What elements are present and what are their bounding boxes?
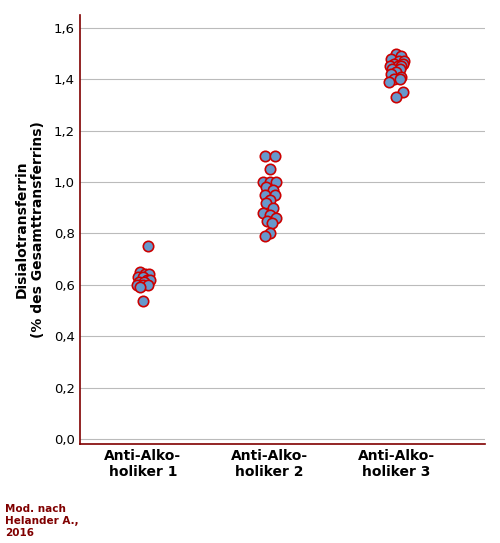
Point (400, 57, 408, 66)
Point (140, 278, 148, 287)
Point (392, 49, 400, 58)
Point (398, 52, 406, 60)
Point (388, 65, 396, 73)
Point (270, 191, 278, 199)
Point (146, 275, 154, 284)
Point (139, 280, 147, 289)
Point (390, 60, 398, 68)
Point (394, 62, 402, 71)
Point (270, 185, 278, 194)
Point (136, 283, 144, 292)
Point (266, 178, 274, 186)
Point (260, 152, 268, 161)
Point (262, 198, 270, 207)
Point (136, 268, 144, 276)
Point (392, 93, 400, 102)
Point (266, 195, 274, 204)
Point (270, 152, 278, 161)
Point (268, 219, 276, 228)
Point (272, 213, 280, 222)
Point (395, 57, 403, 66)
Point (142, 275, 150, 284)
Point (398, 88, 406, 97)
Point (398, 62, 406, 71)
Point (392, 67, 400, 76)
Point (390, 75, 398, 84)
Point (398, 72, 406, 81)
Point (145, 270, 153, 279)
Point (384, 78, 392, 86)
Text: Mod. nach
Helander A.,
2016: Mod. nach Helander A., 2016 (5, 504, 78, 538)
Point (260, 178, 268, 186)
Point (263, 216, 271, 225)
Point (144, 242, 152, 250)
Point (396, 65, 404, 73)
Point (132, 280, 140, 289)
Point (266, 211, 274, 220)
Point (139, 273, 147, 281)
Point (144, 280, 152, 289)
Point (142, 270, 150, 279)
Point (396, 75, 404, 84)
Point (260, 209, 268, 217)
Point (266, 229, 274, 238)
Point (270, 203, 278, 212)
Point (272, 178, 280, 186)
Point (266, 165, 274, 174)
Point (398, 60, 406, 68)
Y-axis label: Disialotransferrin
(% des Gesamttransferrins): Disialotransferrin (% des Gesamttransfer… (15, 121, 45, 338)
Point (135, 278, 143, 287)
Point (262, 183, 270, 192)
Point (134, 273, 142, 281)
Point (139, 297, 147, 306)
Point (387, 54, 395, 63)
Point (260, 232, 268, 241)
Point (387, 70, 395, 78)
Point (386, 62, 394, 71)
Point (260, 191, 268, 199)
